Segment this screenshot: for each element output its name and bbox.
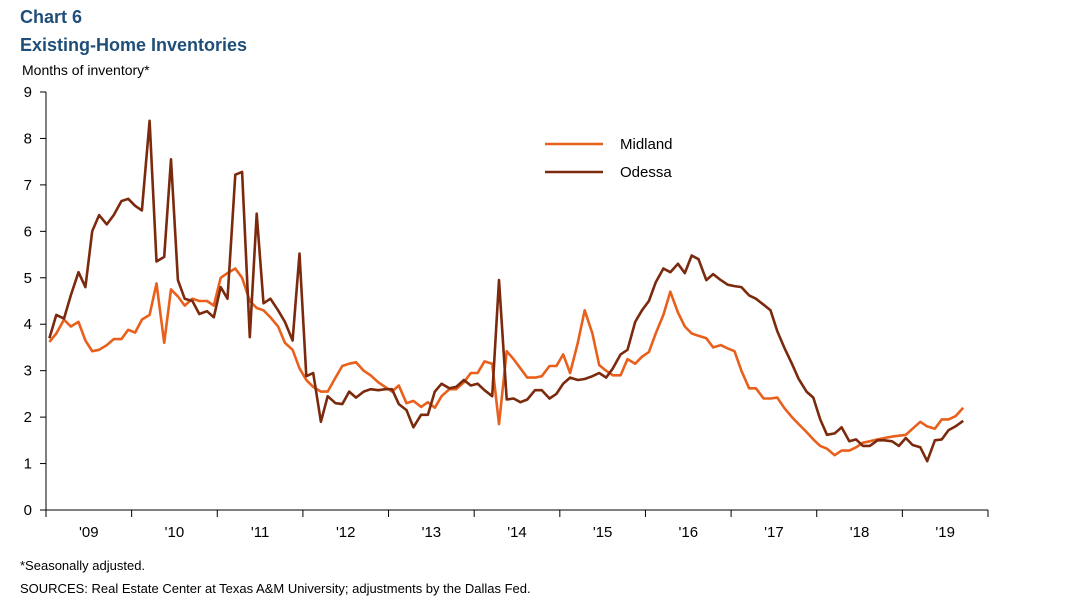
y-axis-label: Months of inventory* <box>22 62 150 78</box>
x-tick-label: '19 <box>935 524 955 541</box>
legend: Midland Odessa <box>545 136 673 181</box>
series-lines <box>48 119 965 463</box>
y-tick-label: 0 <box>24 502 32 519</box>
series-line-odessa <box>48 119 964 463</box>
y-tick-label: 6 <box>24 223 32 240</box>
x-tick-label: '15 <box>593 524 613 541</box>
y-tick-label: 5 <box>24 270 32 287</box>
axes <box>45 92 988 511</box>
source-note: SOURCES: Real Estate Center at Texas A&M… <box>20 581 531 596</box>
x-tick-label: '11 <box>251 524 269 541</box>
legend-label-odessa: Odessa <box>620 164 672 181</box>
y-tick-label: 8 <box>24 130 32 147</box>
series-line-midland <box>48 267 965 457</box>
y-tick-label: 1 <box>24 456 32 473</box>
chart-title: Existing-Home Inventories <box>20 35 248 55</box>
x-tick-label: '12 <box>336 524 356 541</box>
y-tick-label: 2 <box>24 409 32 426</box>
y-axis-ticks: 0 1 2 3 4 5 6 7 8 9 <box>24 84 46 519</box>
x-tick-label: '10 <box>165 524 185 541</box>
y-tick-label: 4 <box>24 316 32 333</box>
footnote: *Seasonally adjusted. <box>20 558 146 573</box>
legend-label-midland: Midland <box>620 136 673 153</box>
y-tick-label: 7 <box>24 177 32 194</box>
line-chart: 0 1 2 3 4 5 6 7 8 9 '09 '10 '11 '12 '13 '14 '15 '16 '17 '1… <box>24 84 989 541</box>
x-tick-label: '13 <box>422 524 442 541</box>
y-tick-label: 3 <box>24 363 32 380</box>
x-axis-ticks: '09 '10 '11 '12 '13 '14 '15 '16 '17 '18 '19 <box>45 510 989 541</box>
y-tick-label: 9 <box>24 84 32 101</box>
x-tick-label: '17 <box>764 524 784 541</box>
chart-number: Chart 6 <box>20 7 83 27</box>
x-tick-label: '09 <box>79 524 99 541</box>
x-tick-label: '18 <box>850 524 870 541</box>
x-tick-label: '16 <box>678 524 698 541</box>
x-tick-label: '14 <box>507 524 527 541</box>
